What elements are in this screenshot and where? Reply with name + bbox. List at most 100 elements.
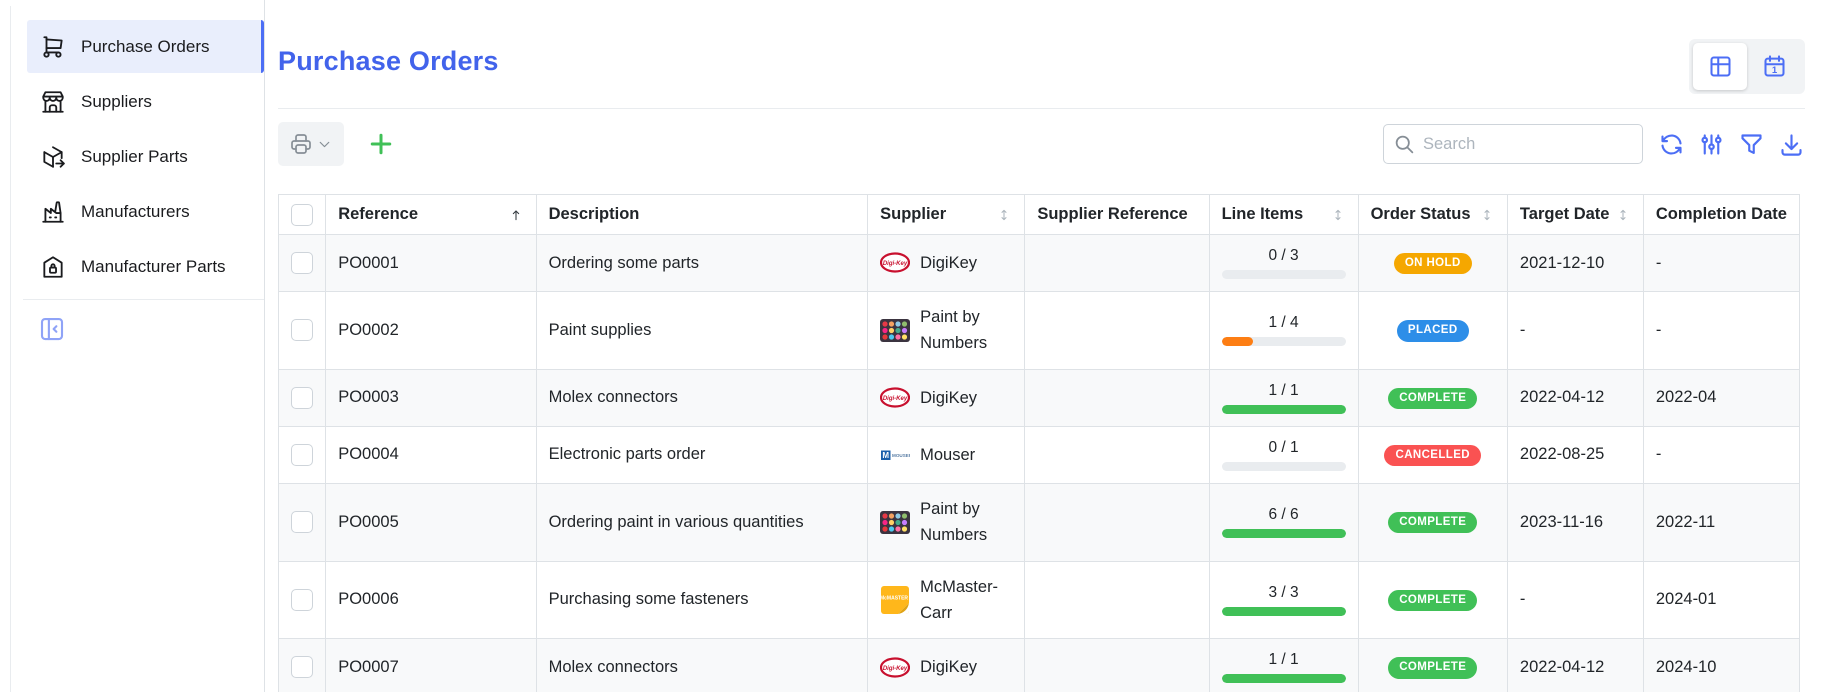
target-date-cell: 2022-08-25	[1506, 425, 1644, 484]
row-checkbox[interactable]	[291, 511, 314, 534]
completion-date-cell: -	[1642, 234, 1800, 292]
completion-date-cell: 2024-10	[1642, 638, 1800, 692]
search-box	[1383, 124, 1643, 164]
column-header-target-date[interactable]: Target Date	[1506, 194, 1644, 235]
table-row[interactable]: PO0007 Molex connectors Digi-Key DigiKey 1 /…	[278, 638, 1800, 692]
sidebar-divider	[23, 299, 264, 300]
reference-cell: PO0007	[325, 638, 537, 692]
reference-cell: PO0003	[325, 368, 537, 427]
order-status-cell: COMPLETE	[1357, 482, 1508, 562]
sidebar-item-supplier-parts[interactable]: Supplier Parts	[27, 130, 264, 183]
column-header-reference[interactable]: Reference	[325, 194, 537, 235]
order-status-cell: COMPLETE	[1357, 560, 1508, 640]
paint-by-numbers-logo	[880, 510, 911, 534]
reference-cell: PO0005	[325, 482, 537, 562]
completion-date-cell: -	[1642, 425, 1800, 484]
column-header-line-items[interactable]: Line Items	[1208, 194, 1359, 235]
table-view-icon	[1709, 56, 1731, 77]
table-header-row: Reference Description Supplier Supplier Ref…	[278, 194, 1800, 235]
line-items-progress-bar	[1221, 674, 1346, 684]
sidebar-item-purchase-orders[interactable]: Purchase Orders	[27, 20, 264, 73]
line-items-count: 1 / 1	[1268, 651, 1299, 669]
status-badge: CANCELLED	[1384, 444, 1481, 467]
column-header-supplier[interactable]: Supplier	[867, 194, 1026, 235]
header-divider	[278, 108, 1805, 109]
select-all-checkbox[interactable]	[291, 203, 314, 226]
filter-icon	[1741, 133, 1762, 154]
supplier-cell: Digi-Key DigiKey	[867, 234, 1026, 292]
row-checkbox[interactable]	[291, 252, 314, 274]
line-items-cell: 1 / 4	[1208, 291, 1359, 370]
view-toggle: 1	[1689, 39, 1805, 94]
line-items-count: 0 / 1	[1268, 438, 1299, 456]
row-checkbox[interactable]	[291, 656, 314, 679]
supplier-name: Paint by Numbers	[920, 308, 988, 353]
status-badge: PLACED	[1396, 320, 1469, 342]
filter-button[interactable]	[1738, 131, 1765, 158]
add-purchase-order-button[interactable]	[366, 129, 396, 159]
svg-text:M: M	[883, 451, 890, 460]
row-checkbox[interactable]	[291, 386, 314, 409]
print-actions-button[interactable]	[278, 122, 344, 166]
supplier-name: McMaster-Carr	[920, 577, 999, 622]
download-button[interactable]	[1778, 131, 1805, 158]
column-label: Description	[548, 205, 640, 223]
table-row[interactable]: PO0006 Purchasing some fasteners McMASTER M…	[278, 560, 1800, 640]
target-date-cell: 2023-11-16	[1506, 482, 1644, 562]
status-badge: ON HOLD	[1393, 252, 1472, 275]
table-row[interactable]: PO0002 Paint supplies Paint by Numbers 1 / …	[278, 291, 1800, 370]
sidebar-item-label: Suppliers	[81, 91, 152, 111]
sort-toggle-icon	[1001, 209, 1007, 220]
target-date-cell: 2021-12-10	[1506, 234, 1644, 292]
left-edge-divider	[10, 6, 11, 692]
table-row[interactable]: PO0001 Ordering some parts Digi-Key DigiKey…	[278, 234, 1800, 292]
supplier-reference-cell	[1024, 482, 1210, 562]
line-items-count: 0 / 3	[1268, 247, 1299, 264]
line-items-progress-bar	[1221, 606, 1346, 616]
svg-text:1: 1	[1771, 65, 1777, 76]
row-checkbox[interactable]	[291, 588, 314, 611]
supplier-cell: Paint by Numbers	[867, 291, 1026, 370]
line-items-progress-bar	[1221, 270, 1346, 279]
table-toolbar	[278, 122, 1805, 166]
sidebar-item-suppliers[interactable]: Suppliers	[27, 75, 264, 128]
sidebar-item-manufacturers[interactable]: Manufacturers	[27, 185, 264, 238]
table-options-button[interactable]	[1698, 131, 1725, 158]
column-label: Reference	[338, 205, 419, 223]
line-items-cell: 3 / 3	[1208, 560, 1359, 640]
sidebar-collapse-button[interactable]	[37, 314, 67, 344]
sidebar-item-manufacturer-parts[interactable]: Manufacturer Parts	[27, 240, 264, 293]
search-input[interactable]	[1423, 134, 1632, 154]
svg-text:Digi-Key: Digi-Key	[883, 666, 908, 672]
completion-date-cell: -	[1642, 291, 1800, 370]
table-row[interactable]: PO0005 Ordering paint in various quantiti…	[278, 482, 1800, 562]
order-status-cell: COMPLETE	[1357, 638, 1508, 692]
target-date-cell: 2022-04-12	[1506, 638, 1644, 692]
storefront-icon	[42, 90, 64, 113]
supplier-reference-cell	[1024, 291, 1210, 370]
supplier-name: Paint by Numbers	[920, 499, 988, 545]
line-items-count: 1 / 1	[1268, 381, 1299, 399]
shopping-cart-icon	[43, 35, 63, 58]
supplier-cell: Digi-Key DigiKey	[867, 368, 1026, 427]
select-cell	[278, 425, 327, 484]
order-status-cell: PLACED	[1357, 291, 1508, 370]
supplier-reference-cell	[1024, 560, 1210, 640]
column-header-order-status[interactable]: Order Status	[1357, 194, 1508, 235]
supplier-name: DigiKey	[920, 658, 977, 677]
sidebar-item-label: Purchase Orders	[81, 36, 210, 56]
paint-by-numbers-logo	[880, 318, 911, 342]
line-items-cell: 0 / 1	[1208, 425, 1359, 484]
table-row[interactable]: PO0003 Molex connectors Digi-Key DigiKey 1 /…	[278, 368, 1800, 427]
refresh-button[interactable]	[1658, 131, 1685, 158]
row-checkbox[interactable]	[291, 443, 314, 466]
line-items-progress-bar	[1221, 404, 1346, 414]
order-status-cell: CANCELLED	[1357, 425, 1508, 484]
row-checkbox[interactable]	[291, 319, 314, 342]
page-header: Purchase Orders 1	[278, 0, 1805, 108]
table-view-button[interactable]	[1693, 43, 1747, 90]
calendar-view-button[interactable]: 1	[1747, 43, 1801, 90]
target-date-cell: 2022-04-12	[1506, 368, 1644, 427]
svg-text:Digi-Key: Digi-Key	[883, 396, 908, 402]
